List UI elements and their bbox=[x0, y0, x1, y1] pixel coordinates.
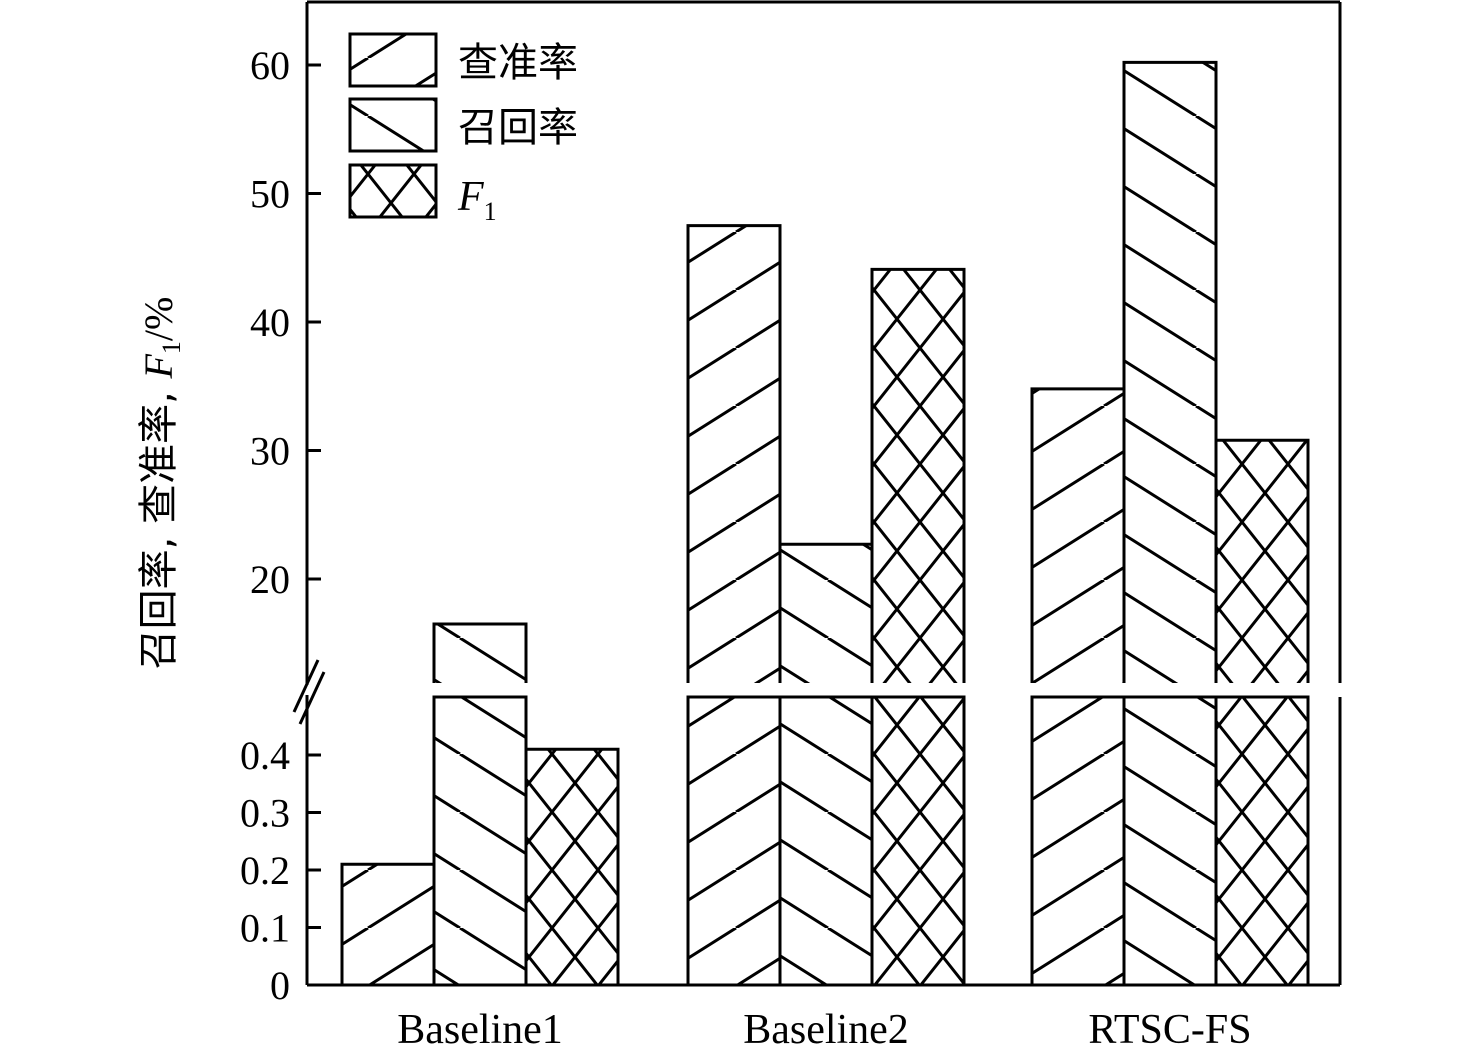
bar-rtsc-fs-s2-lower bbox=[1214, 695, 1310, 987]
bar-rtsc-fs-s2-upper-outline bbox=[1214, 438, 1310, 683]
bar-baseline1-s1-upper-outline bbox=[432, 622, 528, 683]
bar-baseline2-s0-lower bbox=[686, 695, 782, 987]
x-tick-label: RTSC-FS bbox=[1088, 1007, 1251, 1053]
y-tick-label: 0.3 bbox=[240, 791, 290, 836]
bar-baseline1-s0 bbox=[340, 862, 436, 987]
bar-rtsc-fs-s2-upper bbox=[1216, 440, 1308, 683]
x-tick-label: Baseline1 bbox=[397, 1007, 563, 1053]
axis-break bbox=[292, 659, 326, 725]
y-axis-ticks: 0 0.1 0.2 0.3 0.4 20 30 40 50 60 bbox=[240, 43, 321, 1008]
bar-baseline2-s0-upper-outline bbox=[686, 224, 782, 683]
bar-baseline1-s1-upper bbox=[434, 623, 526, 683]
legend-swatch-recall bbox=[348, 97, 438, 153]
legend: 查准率 召回率 F1 bbox=[348, 32, 578, 226]
bar-baseline1-s1-lower bbox=[432, 695, 528, 987]
y-axis-label: 召回率, 查准率, F1/% bbox=[136, 297, 186, 670]
legend-label-recall: 召回率 bbox=[458, 105, 578, 151]
bar-baseline2-s0-upper bbox=[688, 225, 780, 683]
bars-group bbox=[340, 60, 1310, 987]
bar-baseline2-s2-upper bbox=[872, 269, 964, 683]
bar-baseline1-s2 bbox=[524, 747, 620, 987]
legend-swatch-f1 bbox=[348, 163, 438, 219]
legend-label-precision: 查准率 bbox=[458, 40, 578, 86]
bar-baseline2-s2-upper-outline bbox=[870, 267, 966, 683]
legend-label-f1: F1 bbox=[457, 174, 497, 226]
y-tick-label: 0.1 bbox=[240, 906, 290, 951]
legend-swatch-precision bbox=[348, 32, 438, 88]
y-tick-label: 0.4 bbox=[240, 733, 290, 778]
y-tick-label: 60 bbox=[250, 43, 290, 88]
y-tick-label: 50 bbox=[250, 172, 290, 217]
bar-baseline2-s1-lower bbox=[778, 695, 874, 987]
y-tick-label: 0 bbox=[270, 963, 290, 1008]
bar-rtsc-fs-s0-lower bbox=[1030, 695, 1126, 987]
bar-rtsc-fs-s1-upper bbox=[1124, 62, 1216, 684]
y-tick-label: 30 bbox=[250, 429, 290, 474]
x-tick-label: Baseline2 bbox=[743, 1007, 909, 1053]
y-tick-label: 20 bbox=[250, 557, 290, 602]
x-axis-labels: Baseline1 Baseline2 RTSC-FS bbox=[397, 1007, 1251, 1053]
bar-rtsc-fs-s0-upper bbox=[1032, 388, 1124, 683]
axis-break-mark bbox=[292, 659, 320, 713]
y-tick-label: 40 bbox=[250, 300, 290, 345]
axis-break-gap bbox=[297, 685, 317, 695]
bar-baseline2-s2-lower bbox=[870, 695, 966, 987]
bar-baseline2-s1-upper bbox=[780, 544, 872, 683]
bar-rtsc-fs-s1-lower bbox=[1122, 695, 1218, 987]
y-tick-label: 0.2 bbox=[240, 848, 290, 893]
bar-rtsc-fs-s1-upper-outline bbox=[1122, 60, 1218, 683]
axis-break-mark bbox=[298, 671, 326, 725]
